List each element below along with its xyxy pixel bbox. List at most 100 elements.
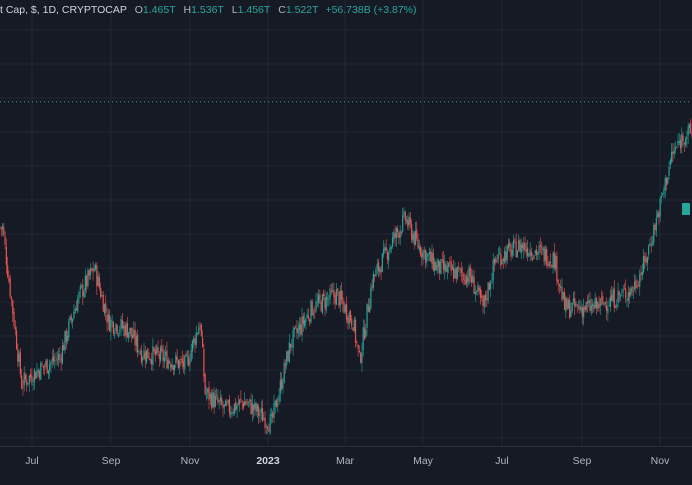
candle-body	[523, 242, 525, 250]
candle-body	[167, 360, 169, 369]
candle-body	[580, 307, 582, 312]
change-value: +56.738B (+3.87%)	[325, 4, 417, 16]
candle-body	[14, 326, 16, 330]
candle-body	[125, 323, 127, 336]
candle-body	[117, 333, 120, 335]
candle-body	[385, 247, 387, 251]
candle-body	[547, 264, 549, 267]
candle-body	[319, 294, 321, 300]
candle-body	[325, 296, 327, 311]
candle-body	[542, 248, 544, 251]
candle-body	[65, 330, 67, 343]
low-value: 1.456T	[237, 4, 271, 16]
candle-body	[386, 252, 389, 260]
candle-body	[344, 304, 346, 312]
candle-body	[50, 361, 52, 365]
candle-body	[270, 414, 273, 416]
candle-body	[203, 349, 205, 377]
candle-body	[636, 285, 638, 288]
candle-body	[477, 285, 479, 292]
candle-body	[216, 395, 218, 397]
candle-body	[191, 340, 194, 352]
candle-body	[405, 219, 408, 222]
candle-body	[182, 361, 185, 367]
candle-body	[365, 329, 367, 338]
candle-body	[108, 314, 111, 332]
candle-body	[168, 361, 171, 363]
candle-body	[284, 364, 287, 367]
candle-body	[500, 254, 502, 267]
candle-body	[200, 324, 202, 336]
candle-body	[144, 352, 146, 361]
candle-body	[259, 414, 261, 416]
candle-body	[581, 307, 584, 317]
candle-body	[358, 350, 360, 352]
candle-body	[281, 378, 283, 390]
candle-body	[74, 309, 76, 314]
candle-body	[324, 297, 326, 309]
candle-body	[236, 405, 238, 410]
candle-body	[346, 304, 348, 320]
candle-body	[98, 277, 101, 288]
candle-body	[264, 417, 266, 429]
candle-body	[567, 300, 569, 309]
candle-body	[375, 269, 377, 277]
candle-body	[621, 291, 623, 294]
candle-body	[356, 341, 358, 344]
candle-body	[339, 290, 341, 306]
candle-body	[501, 260, 503, 265]
candle-body	[61, 345, 64, 364]
candle-body	[586, 301, 589, 304]
candle-body	[546, 249, 548, 266]
candle-body	[676, 146, 678, 148]
candle-body	[409, 217, 411, 224]
candle-body	[674, 147, 677, 151]
candle-body	[73, 312, 75, 319]
candle-body	[600, 297, 603, 299]
candle-body	[18, 353, 20, 363]
candle-body	[625, 288, 627, 299]
candle-body	[603, 302, 605, 305]
candle-body	[510, 245, 512, 257]
candle-body	[584, 305, 586, 311]
candle-body	[282, 382, 284, 389]
candle-body	[664, 177, 666, 190]
candle-body	[311, 301, 313, 316]
candle-body	[129, 327, 131, 333]
candle-body	[185, 353, 187, 357]
candle-body	[368, 306, 371, 313]
candle-body	[634, 281, 636, 290]
candle-body	[484, 294, 487, 301]
candle-body	[487, 282, 489, 301]
candle-body	[145, 350, 148, 363]
candle-body	[678, 141, 680, 143]
candle-body	[332, 290, 334, 292]
candle-body	[320, 301, 322, 312]
candle-body	[124, 325, 126, 337]
candle-body	[683, 142, 685, 144]
candle-body	[560, 285, 562, 289]
low-label: L	[231, 4, 238, 16]
candle-body	[45, 361, 47, 367]
candle-body	[255, 403, 257, 412]
candle-body	[348, 313, 350, 325]
candle-body	[148, 357, 150, 360]
candle-body	[351, 318, 353, 327]
candle-body	[437, 259, 439, 267]
candle-body	[52, 356, 55, 362]
candle-body	[231, 412, 233, 413]
candle-body	[228, 399, 230, 413]
candle-body	[687, 126, 689, 136]
candle-body	[393, 232, 395, 240]
candle-body	[472, 275, 474, 283]
candle-body	[82, 284, 84, 297]
candle-body	[86, 275, 88, 287]
candle-body	[456, 266, 459, 278]
x-tick-label: 2023	[256, 455, 280, 467]
candle-body	[682, 135, 684, 141]
candle-body	[269, 414, 271, 434]
candle-body	[156, 346, 158, 354]
candle-body	[180, 359, 182, 360]
candle-body	[28, 375, 30, 384]
